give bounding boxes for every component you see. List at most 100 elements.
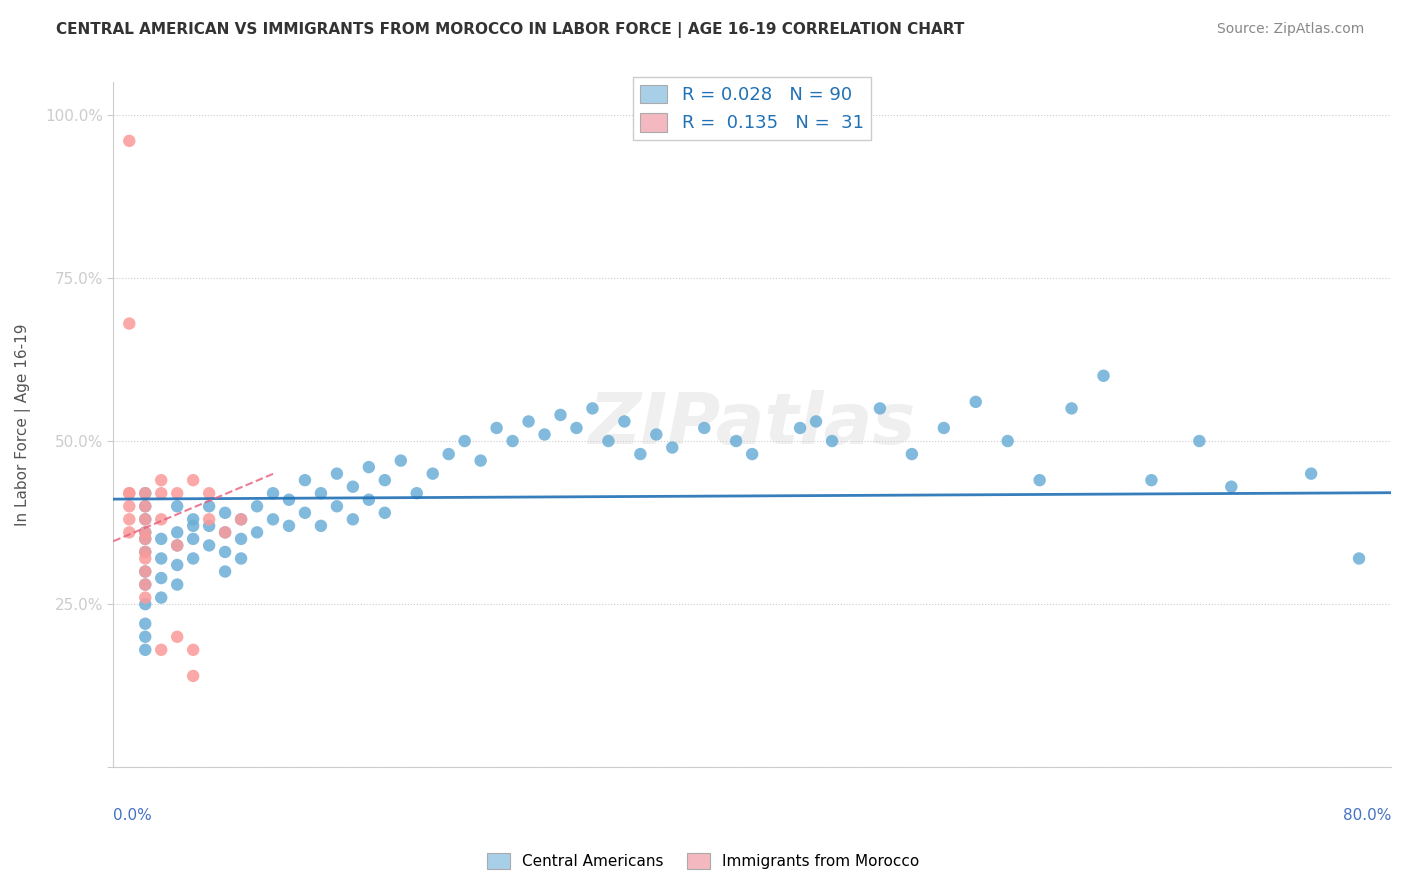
Point xyxy=(181,512,204,526)
Point xyxy=(118,500,141,514)
Point xyxy=(997,434,1019,448)
Point xyxy=(198,512,221,526)
Point xyxy=(550,408,572,422)
Point xyxy=(598,434,620,448)
Point xyxy=(134,577,156,591)
Point xyxy=(517,414,540,428)
Text: 80.0%: 80.0% xyxy=(1343,808,1391,823)
Point xyxy=(229,512,252,526)
Point xyxy=(134,565,156,579)
Point xyxy=(502,434,524,448)
Point xyxy=(181,473,204,487)
Point xyxy=(533,427,555,442)
Point xyxy=(181,519,204,533)
Point xyxy=(150,512,173,526)
Point xyxy=(437,447,460,461)
Point xyxy=(118,486,141,500)
Point xyxy=(821,434,844,448)
Point xyxy=(134,642,156,657)
Point xyxy=(134,545,156,559)
Point xyxy=(214,525,236,540)
Point xyxy=(262,512,284,526)
Point xyxy=(166,500,188,514)
Point xyxy=(181,669,204,683)
Point xyxy=(150,486,173,500)
Point xyxy=(134,630,156,644)
Point xyxy=(134,532,156,546)
Point xyxy=(214,506,236,520)
Point xyxy=(804,414,827,428)
Point xyxy=(1140,473,1163,487)
Point xyxy=(581,401,603,416)
Point xyxy=(613,414,636,428)
Point xyxy=(198,519,221,533)
Y-axis label: In Labor Force | Age 16-19: In Labor Force | Age 16-19 xyxy=(15,324,31,526)
Point xyxy=(181,551,204,566)
Point xyxy=(134,486,156,500)
Point xyxy=(214,525,236,540)
Point xyxy=(134,545,156,559)
Point xyxy=(1220,480,1243,494)
Point xyxy=(645,427,668,442)
Point xyxy=(294,473,316,487)
Point xyxy=(150,473,173,487)
Point xyxy=(374,506,396,520)
Point xyxy=(342,480,364,494)
Point xyxy=(134,486,156,500)
Point xyxy=(134,512,156,526)
Point xyxy=(565,421,588,435)
Text: CENTRAL AMERICAN VS IMMIGRANTS FROM MOROCCO IN LABOR FORCE | AGE 16-19 CORRELATI: CENTRAL AMERICAN VS IMMIGRANTS FROM MORO… xyxy=(56,22,965,38)
Point xyxy=(246,500,269,514)
Point xyxy=(134,565,156,579)
Point xyxy=(181,642,204,657)
Legend: Central Americans, Immigrants from Morocco: Central Americans, Immigrants from Moroc… xyxy=(481,847,925,875)
Point xyxy=(134,512,156,526)
Point xyxy=(741,447,763,461)
Point xyxy=(134,616,156,631)
Point xyxy=(262,486,284,500)
Point xyxy=(166,630,188,644)
Point xyxy=(150,532,173,546)
Point xyxy=(134,500,156,514)
Point xyxy=(965,395,987,409)
Text: Source: ZipAtlas.com: Source: ZipAtlas.com xyxy=(1216,22,1364,37)
Point xyxy=(725,434,748,448)
Point xyxy=(118,134,141,148)
Point xyxy=(198,500,221,514)
Point xyxy=(1028,473,1050,487)
Point xyxy=(198,486,221,500)
Point xyxy=(134,500,156,514)
Point xyxy=(134,551,156,566)
Legend: R = 0.028   N = 90, R =  0.135   N =  31: R = 0.028 N = 90, R = 0.135 N = 31 xyxy=(633,78,872,140)
Point xyxy=(278,492,301,507)
Point xyxy=(789,421,811,435)
Point xyxy=(150,642,173,657)
Point xyxy=(374,473,396,487)
Point xyxy=(1188,434,1211,448)
Point xyxy=(118,317,141,331)
Point xyxy=(229,532,252,546)
Point xyxy=(134,532,156,546)
Point xyxy=(246,525,269,540)
Point xyxy=(166,538,188,552)
Point xyxy=(901,447,924,461)
Point xyxy=(150,551,173,566)
Point xyxy=(229,551,252,566)
Point xyxy=(326,467,349,481)
Point xyxy=(134,525,156,540)
Point xyxy=(118,486,141,500)
Text: ZIPatlas: ZIPatlas xyxy=(589,390,915,459)
Point xyxy=(357,460,380,475)
Point xyxy=(150,571,173,585)
Point xyxy=(422,467,444,481)
Point xyxy=(150,591,173,605)
Point xyxy=(470,453,492,467)
Point xyxy=(485,421,508,435)
Point xyxy=(693,421,716,435)
Point xyxy=(1060,401,1083,416)
Point xyxy=(661,441,683,455)
Point xyxy=(134,591,156,605)
Point xyxy=(326,500,349,514)
Point xyxy=(166,577,188,591)
Point xyxy=(166,525,188,540)
